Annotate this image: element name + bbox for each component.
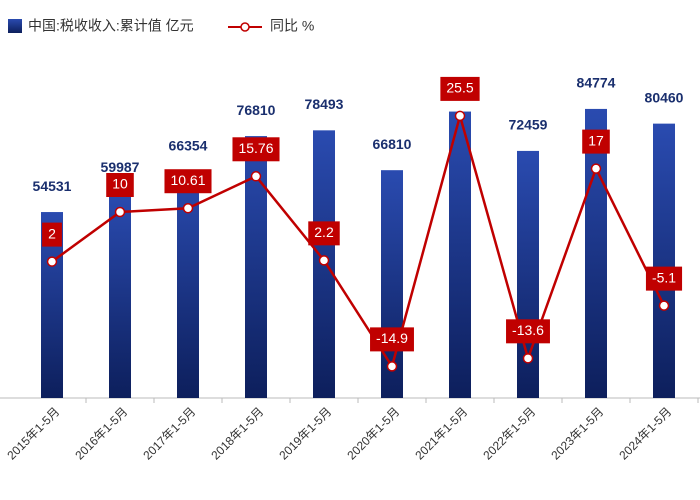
x-tick-label: 2024年1-5月 xyxy=(616,404,674,462)
line-marker xyxy=(250,171,262,182)
x-tick-label: 2015年1-5月 xyxy=(4,404,62,462)
value-label-box: 2.2 xyxy=(308,221,340,246)
label-background xyxy=(106,173,134,197)
x-tick-label: 2016年1-5月 xyxy=(72,404,130,462)
bar xyxy=(245,136,267,399)
value-label-box: 25.5 xyxy=(440,76,480,101)
x-tick-label: 2020年1-5月 xyxy=(344,404,402,462)
value-label-box: 10 xyxy=(106,173,134,197)
label-background xyxy=(232,137,280,162)
value-label-box: -13.6 xyxy=(506,319,550,344)
legend-label: 中国:税收收入:累计值 亿元 xyxy=(28,18,194,34)
line-value-label: -13.6 xyxy=(512,322,544,338)
bar-value-label: 59987 xyxy=(101,159,140,175)
line-marker xyxy=(590,163,602,174)
line xyxy=(51,111,666,370)
line-marker xyxy=(386,361,398,372)
value-label-box: -5.1 xyxy=(645,266,683,291)
bar-value-label: 84774 xyxy=(577,75,616,91)
line-marker xyxy=(454,110,466,122)
label-background xyxy=(506,319,550,344)
label-background xyxy=(370,327,414,352)
value-label-box: 10.61 xyxy=(164,169,212,194)
bar xyxy=(177,171,199,398)
x-tick-label: 2019年1-5月 xyxy=(276,404,334,462)
line-marker xyxy=(114,206,126,218)
label-background xyxy=(42,222,62,247)
line-marker xyxy=(182,202,194,214)
line-value-label: 2 xyxy=(48,225,56,241)
label-background xyxy=(440,76,480,101)
line-value-label: 17 xyxy=(588,132,604,148)
line-marker xyxy=(318,255,330,266)
bar xyxy=(449,111,471,398)
line-value-label: -5.1 xyxy=(652,269,676,285)
bar-value-label: 76810 xyxy=(237,102,276,118)
label-background xyxy=(645,266,683,291)
value-label-box: 2 xyxy=(42,222,62,247)
x-tick-label: 2021年1-5月 xyxy=(412,404,470,462)
x-tick-label: 2018年1-5月 xyxy=(208,404,266,462)
bar-value-label: 66354 xyxy=(169,137,208,153)
line-value-label: -14.9 xyxy=(376,330,408,346)
x-tick-label: 2023年1-5月 xyxy=(548,404,606,462)
bar-value-label: 54531 xyxy=(33,178,72,194)
bar-value-label: 72459 xyxy=(509,117,548,133)
bar xyxy=(109,193,131,398)
x-tick-label: 2017年1-5月 xyxy=(140,404,198,462)
legend-swatch-marker xyxy=(240,22,250,32)
label-background xyxy=(582,129,610,154)
x-tick-label: 2022年1-5月 xyxy=(480,404,538,462)
label-background xyxy=(164,169,212,194)
line-value-label: 10 xyxy=(112,176,128,192)
line-marker xyxy=(46,256,58,267)
bar-value-label: 80460 xyxy=(645,89,684,105)
legend-swatch-bar xyxy=(8,19,22,33)
value-label-box: -14.9 xyxy=(370,327,414,352)
label-background xyxy=(308,221,340,246)
line-marker xyxy=(658,300,670,311)
bar-value-label: 66810 xyxy=(373,136,412,152)
line-marker xyxy=(522,353,534,364)
legend-label: 同比 % xyxy=(270,18,314,34)
value-label-box: 15.76 xyxy=(232,137,280,162)
bar xyxy=(653,123,675,398)
line-value-label: 25.5 xyxy=(446,80,473,96)
bar-value-label: 78493 xyxy=(305,96,344,112)
line-value-label: 15.76 xyxy=(238,140,273,156)
line-value-label: 2.2 xyxy=(314,224,334,240)
value-label-box: 17 xyxy=(582,129,610,154)
line-value-label: 10.61 xyxy=(170,172,205,188)
